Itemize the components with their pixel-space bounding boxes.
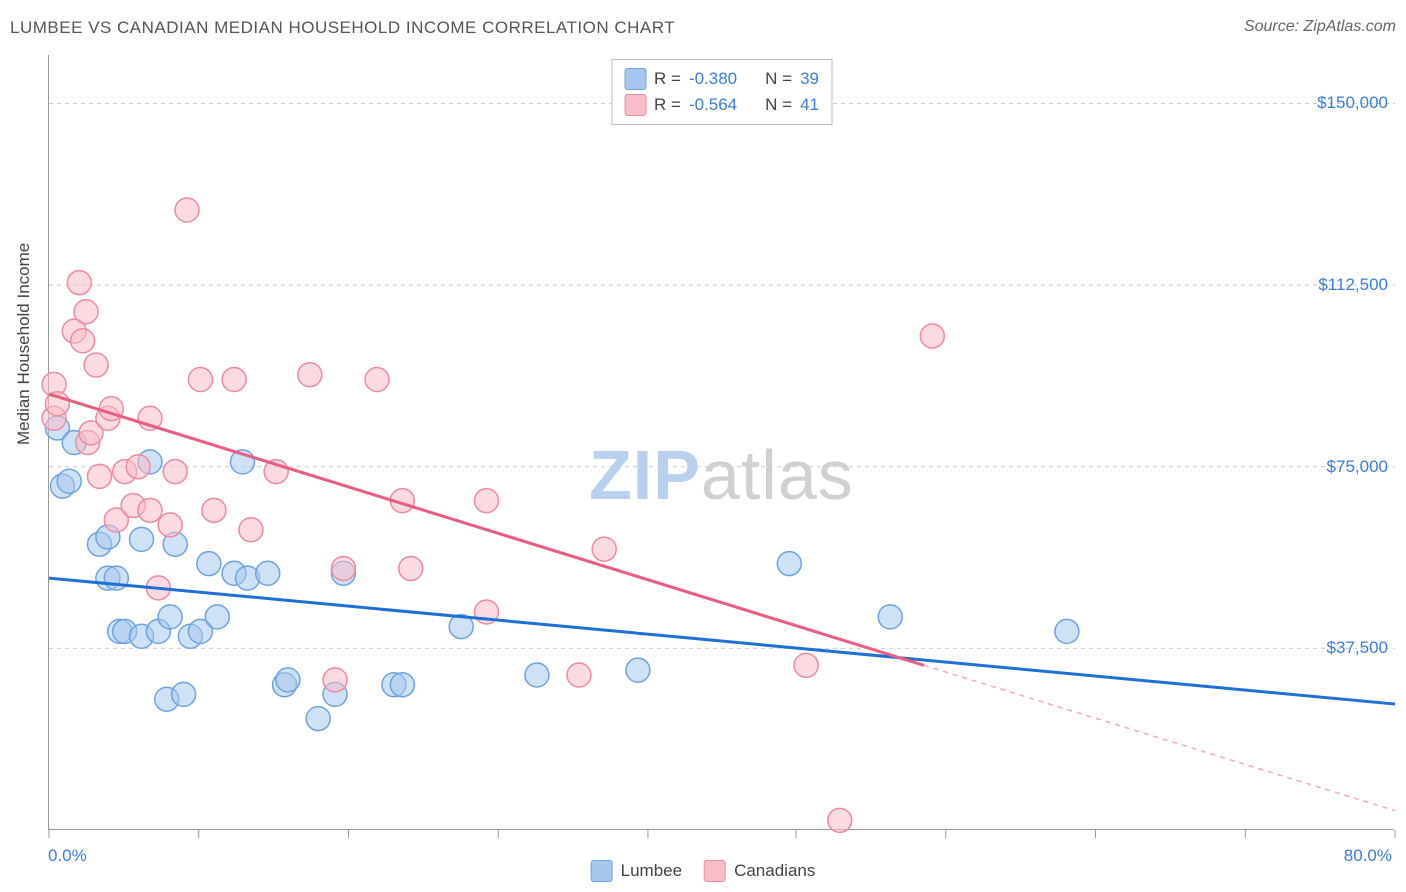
y-axis-title: Median Household Income [14, 243, 34, 445]
trend-line-ext [924, 665, 1395, 810]
scatter-point [794, 653, 818, 677]
legend-swatch-canadians-b [704, 860, 726, 882]
legend-correlation: R = -0.380 N = 39 R = -0.564 N = 41 [611, 59, 832, 125]
y-tick-label: $75,000 [1327, 457, 1398, 477]
scatter-point [202, 498, 226, 522]
y-tick-label: $112,500 [1318, 275, 1398, 295]
y-tick-label: $150,000 [1317, 93, 1398, 113]
legend-item-canadians: Canadians [704, 860, 815, 882]
scatter-point [87, 464, 111, 488]
legend-row-lumbee: R = -0.380 N = 39 [624, 66, 819, 92]
scatter-point [626, 658, 650, 682]
plot-area: ZIPatlas R = -0.380 N = 39 R = -0.564 N … [48, 55, 1394, 830]
legend-swatch-canadians [624, 94, 646, 116]
scatter-point [188, 368, 212, 392]
n-label: N = [765, 95, 792, 115]
scatter-point [920, 324, 944, 348]
scatter-point [256, 561, 280, 585]
n-label: N = [765, 69, 792, 89]
scatter-point [525, 663, 549, 687]
scatter-point [474, 489, 498, 513]
scatter-point [276, 668, 300, 692]
header: LUMBEE VS CANADIAN MEDIAN HOUSEHOLD INCO… [10, 18, 1396, 48]
scatter-point [828, 808, 852, 832]
source-attribution: Source: ZipAtlas.com [1244, 18, 1396, 36]
scatter-point [67, 271, 91, 295]
legend-item-lumbee: Lumbee [591, 860, 682, 882]
scatter-point [158, 513, 182, 537]
scatter-point [298, 363, 322, 387]
scatter-point [878, 605, 902, 629]
scatter-point [399, 556, 423, 580]
legend-row-canadians: R = -0.564 N = 41 [624, 92, 819, 118]
scatter-point [130, 527, 154, 551]
scatter-point [74, 300, 98, 324]
scatter-point [175, 198, 199, 222]
scatter-point [323, 668, 347, 692]
scatter-point [163, 460, 187, 484]
scatter-point [365, 368, 389, 392]
n-value-canadians: 41 [800, 95, 819, 115]
legend-swatch-lumbee-b [591, 860, 613, 882]
scatter-point [306, 707, 330, 731]
chart-title: LUMBEE VS CANADIAN MEDIAN HOUSEHOLD INCO… [10, 18, 675, 38]
scatter-point [239, 518, 263, 542]
scatter-point [71, 329, 95, 353]
scatter-point [158, 605, 182, 629]
scatter-point [592, 537, 616, 561]
scatter-point [222, 368, 246, 392]
trend-line [49, 578, 1395, 704]
r-value-canadians: -0.564 [689, 95, 737, 115]
r-label: R = [654, 69, 681, 89]
x-min-label: 0.0% [48, 846, 87, 866]
scatter-point [138, 498, 162, 522]
scatter-point [205, 605, 229, 629]
legend-swatch-lumbee [624, 68, 646, 90]
scatter-point [197, 552, 221, 576]
legend-series: Lumbee Canadians [591, 860, 816, 882]
legend-label-lumbee: Lumbee [621, 861, 682, 881]
y-tick-label: $37,500 [1327, 638, 1398, 658]
scatter-point [57, 469, 81, 493]
scatter-point [126, 455, 150, 479]
scatter-point [567, 663, 591, 687]
plot-svg [49, 55, 1394, 829]
x-max-label: 80.0% [1344, 846, 1392, 866]
scatter-point [84, 353, 108, 377]
n-value-lumbee: 39 [800, 69, 819, 89]
scatter-point [390, 673, 414, 697]
legend-label-canadians: Canadians [734, 861, 815, 881]
scatter-point [331, 556, 355, 580]
scatter-point [172, 682, 196, 706]
chart-container: LUMBEE VS CANADIAN MEDIAN HOUSEHOLD INCO… [0, 0, 1406, 892]
scatter-point [777, 552, 801, 576]
r-value-lumbee: -0.380 [689, 69, 737, 89]
r-label: R = [654, 95, 681, 115]
scatter-point [1055, 619, 1079, 643]
